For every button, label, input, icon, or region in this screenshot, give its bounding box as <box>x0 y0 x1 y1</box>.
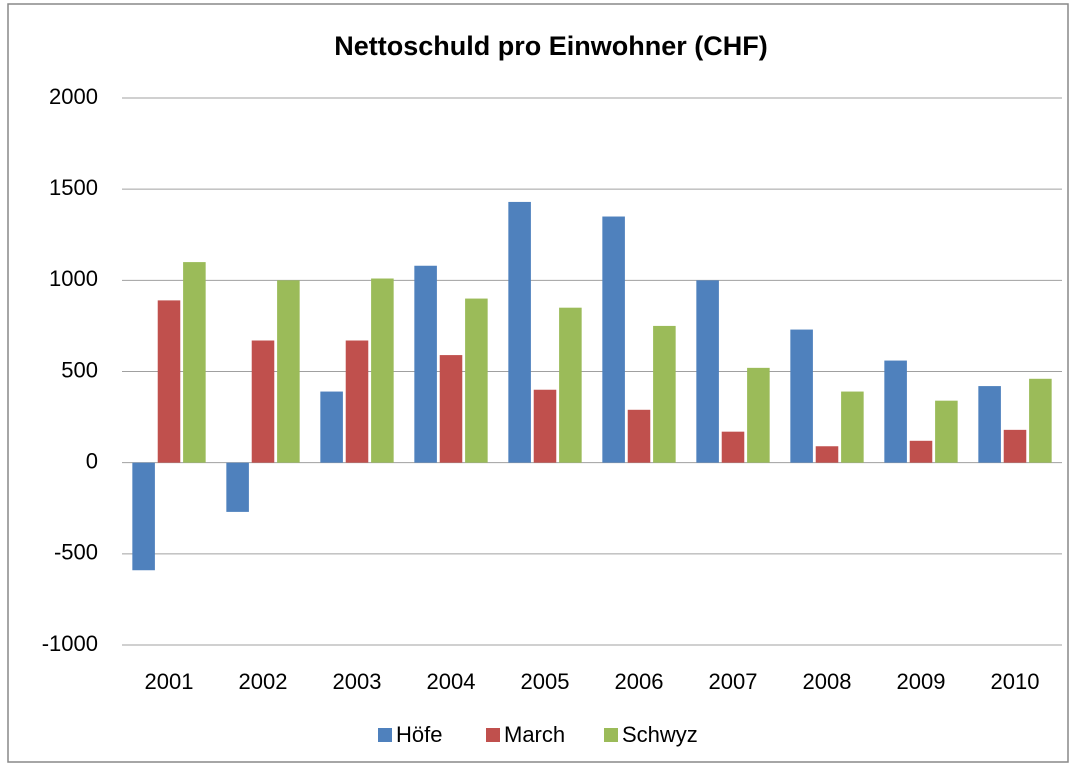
x-tick-label: 2005 <box>521 669 570 694</box>
legend-label: Höfe <box>396 722 442 747</box>
legend-swatch <box>378 728 392 742</box>
x-tick-label: 2002 <box>239 669 288 694</box>
bar <box>183 262 206 463</box>
x-tick-label: 2001 <box>145 669 194 694</box>
bar <box>1003 429 1027 463</box>
x-tick-label: 2008 <box>803 669 852 694</box>
chart-title: Nettoschuld pro Einwohner (CHF) <box>334 31 767 61</box>
bar <box>157 300 181 463</box>
bar <box>414 265 437 463</box>
bar <box>1029 378 1052 463</box>
bar <box>533 389 557 463</box>
x-tick-label: 2007 <box>709 669 758 694</box>
bar <box>465 298 488 463</box>
bar <box>909 440 933 463</box>
bar <box>226 462 249 512</box>
x-tick-label: 2006 <box>615 669 664 694</box>
bar <box>602 216 625 463</box>
y-tick-label: 500 <box>61 357 98 382</box>
y-tick-label: 2000 <box>49 84 98 109</box>
bar <box>132 462 155 571</box>
bar <box>653 325 676 463</box>
x-tick-label: 2003 <box>333 669 382 694</box>
y-tick-label: -1000 <box>42 631 98 656</box>
bar <box>439 355 463 463</box>
bar <box>345 340 369 463</box>
legend: Höfe March Schwyz <box>378 722 698 747</box>
y-tick-label: 0 <box>86 448 98 473</box>
bar <box>935 400 958 463</box>
bar <box>371 278 394 463</box>
bar <box>320 391 343 463</box>
bar <box>251 340 275 463</box>
chart-border <box>7 3 1069 763</box>
legend-label: March <box>504 722 565 747</box>
x-tick-label: 2004 <box>427 669 476 694</box>
bar <box>747 367 770 463</box>
bar <box>815 446 839 463</box>
legend-label: Schwyz <box>622 722 698 747</box>
x-tick-label: 2010 <box>991 669 1040 694</box>
y-tick-label: 1500 <box>49 175 98 200</box>
x-tick-label: 2009 <box>897 669 946 694</box>
y-tick-label: 1000 <box>49 266 98 291</box>
bar <box>277 280 300 463</box>
bar <box>721 431 745 463</box>
legend-swatch <box>486 728 500 742</box>
bar <box>841 391 864 463</box>
bar <box>627 409 651 463</box>
bar <box>559 307 582 463</box>
y-tick-label: -500 <box>54 540 98 565</box>
bar <box>696 280 719 463</box>
bar <box>978 386 1001 463</box>
bar <box>884 360 907 463</box>
bar <box>508 201 531 463</box>
legend-swatch <box>604 728 618 742</box>
bar <box>790 329 813 463</box>
